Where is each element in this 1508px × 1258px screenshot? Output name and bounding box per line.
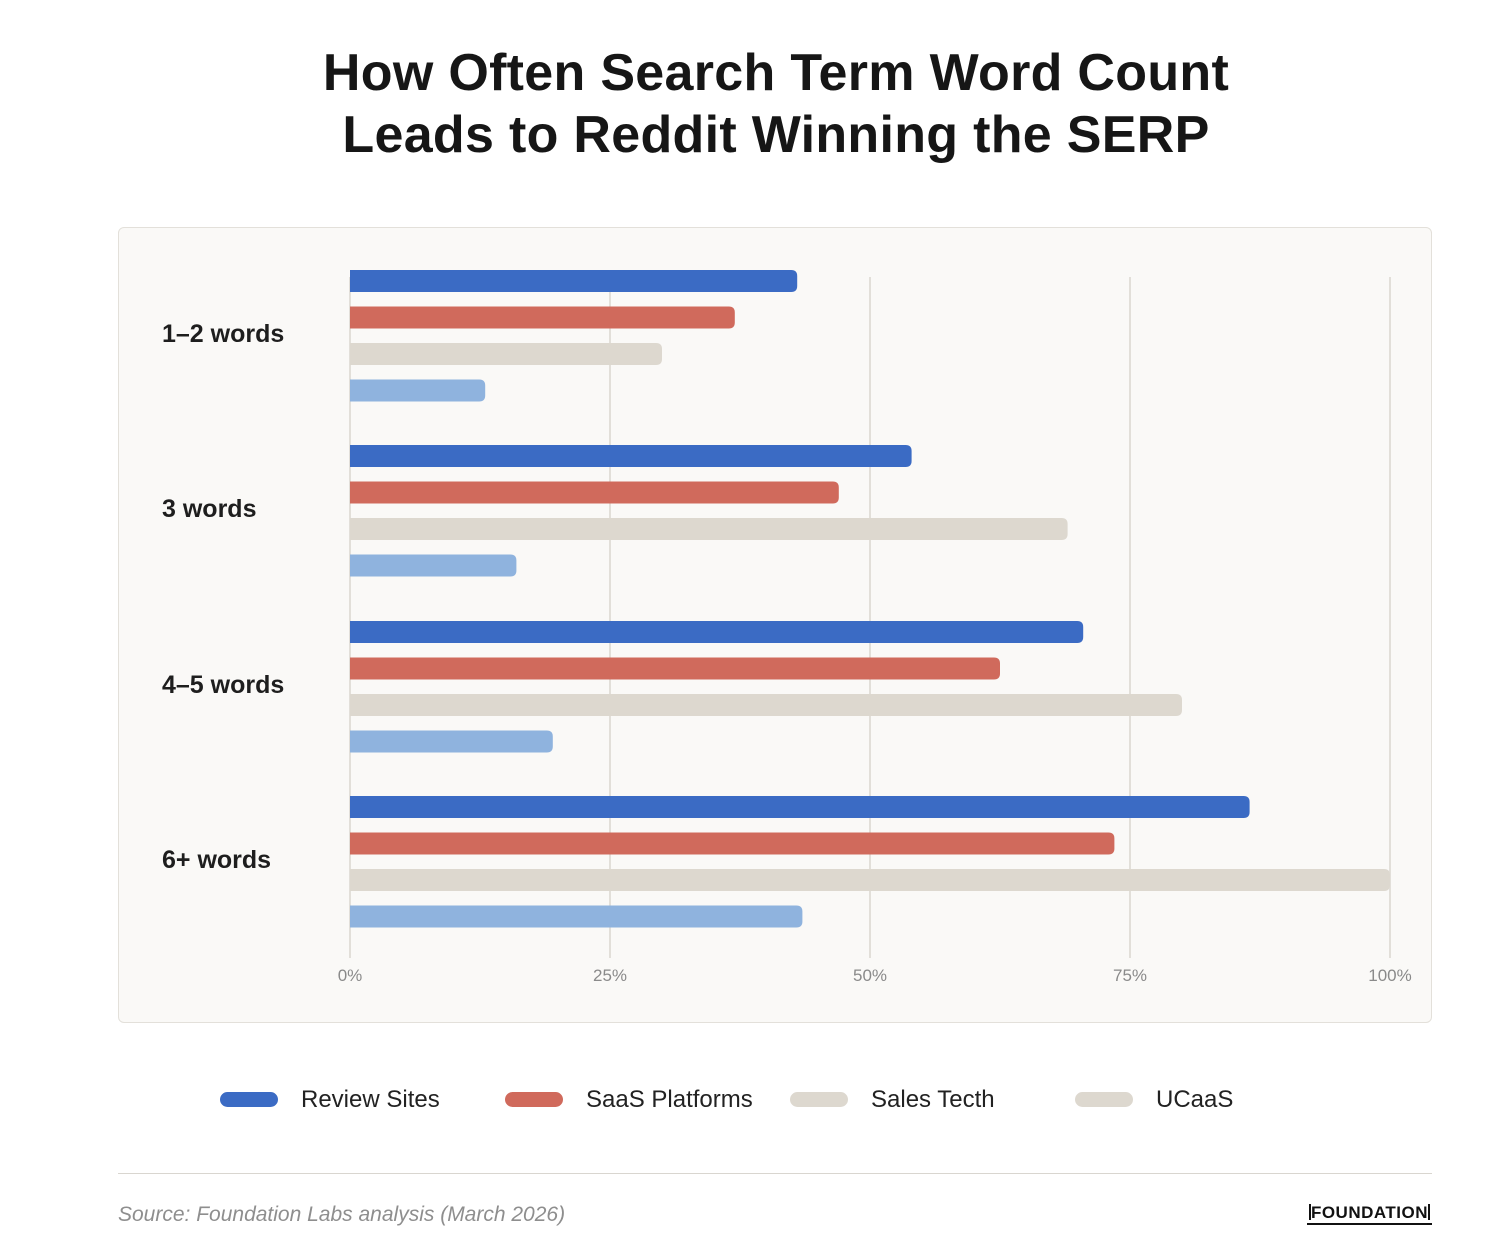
legend-swatch-saas-platforms — [505, 1092, 563, 1107]
bar-saas-platforms-6-words — [350, 832, 1115, 855]
x-tick-label-25: 25% — [592, 966, 628, 985]
legend-label-saas-platforms: SaaS Platforms — [586, 1086, 753, 1113]
category-label-4-5-words: 4–5 words — [162, 671, 285, 699]
chart-legend: Review Sites SaaS Platforms Sales Tecth … — [0, 1082, 1508, 1118]
bar-sales-tecth-6-words — [350, 869, 1390, 891]
bar-saas-platforms-1-2-words — [350, 306, 735, 329]
footer-divider — [118, 1173, 1432, 1174]
category-label-6-plus-words: 6+ words — [162, 846, 272, 874]
bar-ucaas-1-2-words — [350, 379, 486, 402]
bar-sales-tecth-1-2-words — [350, 343, 662, 365]
foundation-logo: FOUNDATION — [1306, 1203, 1432, 1225]
x-tick-label-50: 50% — [852, 966, 888, 985]
category-label-1-2-words: 1–2 words — [162, 320, 285, 348]
bar-saas-platforms-3-words — [350, 481, 839, 504]
legend-swatch-sales-tecth — [790, 1092, 848, 1107]
x-tick-label-100: 100% — [1368, 966, 1412, 985]
legend-swatch-ucaas — [1075, 1092, 1133, 1107]
bar-review-sites-6-words — [350, 796, 1250, 818]
bar-saas-platforms-4-5-words — [350, 657, 1000, 680]
bar-sales-tecth-4-5-words — [350, 694, 1182, 716]
source-note: Source: Foundation Labs analysis (March … — [118, 1203, 566, 1226]
legend-label-review-sites: Review Sites — [301, 1086, 440, 1113]
bar-ucaas-4-5-words — [350, 730, 553, 753]
x-tick-label-0: 0% — [337, 966, 363, 985]
chart-title-line-2: Leads to Reddit Winning the SERP — [342, 106, 1210, 164]
brand-text: FOUNDATION — [1310, 1203, 1428, 1222]
bar-ucaas-6-words — [350, 905, 803, 928]
bar-review-sites-3-words — [350, 445, 912, 467]
legend-label-sales-tecth: Sales Tecth — [871, 1086, 995, 1113]
chart-title-line-1: How Often Search Term Word Count — [322, 44, 1230, 102]
bar-sales-tecth-3-words — [350, 518, 1068, 540]
legend-swatch-review-sites — [220, 1092, 278, 1107]
category-label-3-words: 3 words — [162, 495, 257, 523]
bar-review-sites-4-5-words — [350, 621, 1084, 643]
chart-title: How Often Search Term Word Count Leads t… — [0, 42, 1508, 166]
bar-review-sites-1-2-words — [350, 270, 798, 292]
bar-ucaas-3-words — [350, 554, 517, 577]
legend-label-ucaas: UCaaS — [1156, 1086, 1234, 1113]
x-tick-label-75: 75% — [1112, 966, 1148, 985]
